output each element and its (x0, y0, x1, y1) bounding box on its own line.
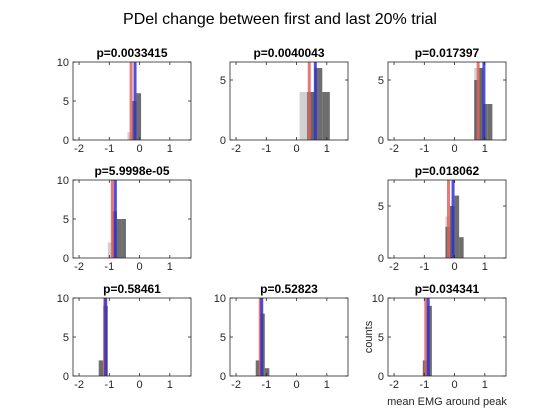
y-tick-label: 10 (57, 57, 69, 69)
axes-box (387, 297, 507, 377)
histogram-bar-last20 (474, 80, 479, 140)
histogram-bar-first20 (299, 92, 308, 140)
y-tick-label: 5 (220, 75, 226, 87)
x-tick-label: 0 (137, 261, 143, 273)
y-tick-label: 10 (57, 175, 69, 187)
subplot-title: p=0.58461 (103, 282, 161, 296)
subplot-6: -2 -1 0 1 0 5 p=0.018062 (378, 164, 507, 273)
x-axis-label: mean EMG around peak (387, 396, 507, 408)
x-tick-label: 1 (482, 379, 488, 391)
x-tick-label: 0 (137, 143, 143, 155)
x-tick-label: -2 (231, 143, 241, 155)
x-tick-label: 0 (294, 143, 300, 155)
histogram-bar-last20 (264, 368, 270, 376)
histogram-bar-last20 (255, 360, 261, 376)
y-tick-label: 0 (63, 253, 69, 265)
x-tick-label: 0 (452, 379, 458, 391)
y-tick-label: 5 (378, 201, 384, 213)
x-tick-label: 1 (324, 379, 330, 391)
y-tick-label: 0 (378, 135, 384, 147)
x-tick-label: -2 (389, 143, 399, 155)
histogram-bar-last20 (487, 104, 493, 140)
x-tick-label: 1 (324, 143, 330, 155)
y-tick-label: 0 (378, 253, 384, 265)
histogram-bar-last20 (483, 104, 488, 140)
x-tick-label: -1 (104, 261, 114, 273)
x-tick-label: 1 (167, 143, 173, 155)
y-axis-label: counts (363, 320, 375, 353)
histogram-bar-last20 (307, 92, 315, 140)
x-tick-label: 1 (167, 379, 173, 391)
y-tick-label: 5 (378, 75, 384, 87)
axes-box (229, 297, 349, 377)
x-tick-label: -2 (74, 379, 84, 391)
x-tick-label: -1 (104, 379, 114, 391)
figure-title: PDel change between first and last 20% t… (123, 11, 437, 28)
y-tick-label: 5 (63, 332, 69, 344)
y-tick-label: 10 (214, 293, 226, 305)
x-tick-label: -1 (104, 143, 114, 155)
x-tick-label: 0 (452, 143, 458, 155)
subplot-title: p=0.017397 (415, 46, 480, 60)
subplot-title: p=0.018062 (415, 164, 480, 178)
y-tick-label: 10 (372, 293, 384, 305)
y-tick-label: 0 (63, 371, 69, 383)
subplot-title: p=0.034341 (415, 282, 480, 296)
x-tick-label: 0 (452, 261, 458, 273)
histogram-bar-last20 (98, 360, 104, 376)
x-tick-label: -1 (261, 143, 271, 155)
x-tick-label: -2 (389, 261, 399, 273)
histogram-bar-first20 (107, 242, 113, 258)
histogram-bar-last20 (478, 68, 484, 140)
histogram-bar-last20 (314, 68, 323, 140)
subplot-title: p=0.52823 (260, 282, 318, 296)
y-tick-label: 5 (63, 96, 69, 108)
x-tick-label: 0 (294, 379, 300, 391)
subplot-3: -2 -1 0 1 0 5 p=0.017397 (378, 46, 507, 155)
axes-box (229, 61, 349, 141)
histogram-bar-last20 (454, 195, 460, 258)
subplot-2: -2 -1 0 1 0 5 p=0.0040043 (220, 46, 349, 155)
histogram-bar-last20 (459, 237, 464, 258)
y-tick-label: 10 (57, 293, 69, 305)
x-tick-label: -1 (419, 143, 429, 155)
axes-box (387, 61, 507, 141)
x-tick-label: 1 (482, 143, 488, 155)
histogram-bar-last20 (121, 219, 126, 258)
axes-box (72, 297, 192, 377)
y-tick-label: 0 (63, 135, 69, 147)
y-tick-label: 0 (220, 371, 226, 383)
x-tick-label: 1 (482, 261, 488, 273)
histogram-bar-last20 (322, 92, 330, 140)
y-tick-label: 5 (378, 332, 384, 344)
histogram-bar-last20 (116, 219, 122, 258)
x-tick-label: -2 (74, 261, 84, 273)
subplot-title: p=5.9998e-05 (94, 164, 169, 178)
histogram-bar-last20 (136, 93, 142, 140)
y-tick-label: 5 (63, 214, 69, 226)
x-tick-label: -1 (419, 261, 429, 273)
x-tick-label: -1 (419, 379, 429, 391)
x-tick-label: 0 (137, 379, 143, 391)
y-tick-label: 0 (220, 135, 226, 147)
x-tick-label: -2 (74, 143, 84, 155)
axes-box (387, 179, 507, 259)
x-tick-label: -1 (261, 379, 271, 391)
x-tick-label: -2 (389, 379, 399, 391)
subplot-title: p=0.0033415 (96, 46, 167, 60)
y-tick-label: 5 (220, 332, 226, 344)
x-tick-label: 1 (167, 261, 173, 273)
subplot-title: p=0.0040043 (253, 46, 324, 60)
x-tick-label: -2 (231, 379, 241, 391)
y-tick-label: 0 (378, 371, 384, 383)
axes-box (72, 179, 192, 259)
